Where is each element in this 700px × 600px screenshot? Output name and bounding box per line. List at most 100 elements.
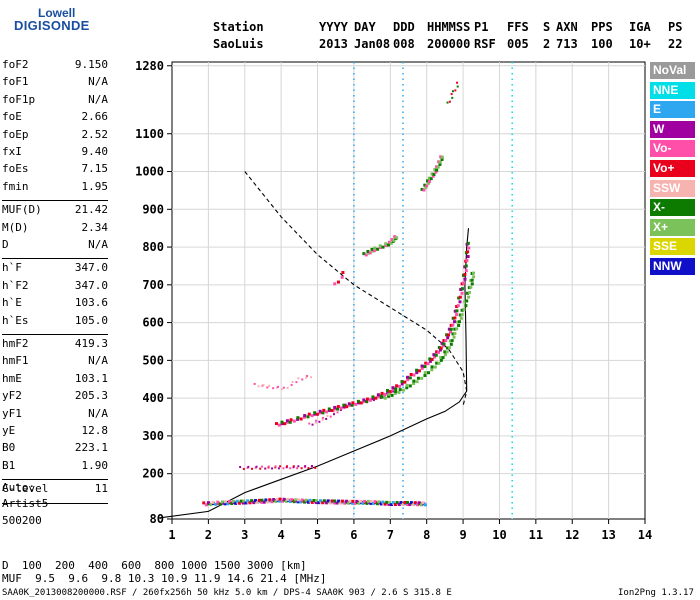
trace-upper2-dot bbox=[432, 172, 436, 176]
param-value: 11 bbox=[94, 482, 108, 496]
hdr-label-5: P1 bbox=[474, 20, 489, 34]
trace-es-dot bbox=[395, 501, 399, 505]
trace-f-dot bbox=[386, 390, 390, 394]
trace-scatter1-dot bbox=[301, 378, 304, 381]
trace-x-dot bbox=[469, 285, 473, 289]
trace-f-dot bbox=[462, 281, 466, 285]
trace-f-dot bbox=[465, 258, 469, 262]
trace-es-dot bbox=[262, 500, 266, 504]
trace-x-dot bbox=[405, 383, 409, 387]
trace-f-dot bbox=[356, 399, 360, 403]
trace-upper2-dot bbox=[426, 179, 430, 183]
trace-es-dot bbox=[379, 502, 383, 506]
trace-f-dot bbox=[306, 415, 310, 419]
legend-item-x: X- bbox=[650, 199, 695, 217]
trace-f-dot bbox=[433, 355, 437, 359]
trace-x-dot bbox=[472, 275, 476, 279]
trace-f-dot bbox=[345, 405, 349, 409]
trace-es-dot bbox=[391, 501, 395, 505]
trace-upper2-dot bbox=[436, 165, 440, 169]
param-row-fxi: fxI 9.40 bbox=[2, 145, 108, 158]
trace-scatter1-dot bbox=[286, 386, 289, 389]
trace-es-dot bbox=[242, 499, 246, 503]
trace-f-dot bbox=[415, 368, 419, 372]
trace-x-dot bbox=[459, 316, 463, 320]
trace-es-dot bbox=[204, 503, 208, 507]
trace-es-dot bbox=[227, 500, 231, 504]
trace-es-dot bbox=[409, 501, 413, 505]
trace-f-dot bbox=[292, 419, 296, 423]
param-value: 105.0 bbox=[74, 313, 108, 327]
param-separator bbox=[2, 502, 108, 504]
trace-f-dot bbox=[463, 273, 467, 277]
trace-es-dot bbox=[268, 498, 272, 502]
trace-scatter2-dot bbox=[333, 282, 337, 286]
x-tick-label: 11 bbox=[529, 528, 543, 542]
trace-es-dot bbox=[280, 499, 284, 503]
trace-f-dot bbox=[388, 390, 392, 394]
trace-es2-dot bbox=[310, 466, 313, 469]
trace-es-dot bbox=[332, 501, 336, 505]
trace-es-dot bbox=[257, 498, 261, 502]
param-value: 103.6 bbox=[74, 296, 108, 310]
trace-f-dot bbox=[400, 380, 404, 384]
trace-es-dot bbox=[315, 499, 319, 503]
trace-es2-dot bbox=[274, 466, 277, 469]
param-value: 9.150 bbox=[74, 58, 108, 71]
param-value: 1.95 bbox=[81, 179, 109, 193]
trace-es-dot bbox=[423, 503, 427, 507]
trace-es-dot bbox=[231, 499, 235, 503]
param-row-yf1: yF1 N/A bbox=[2, 407, 108, 420]
trace-f-dot bbox=[310, 414, 314, 418]
trace-f-dot bbox=[395, 384, 399, 388]
trace-es-dot bbox=[413, 501, 417, 505]
trace-low-dot bbox=[339, 408, 342, 411]
param-key: h`F bbox=[2, 261, 22, 275]
trace-es-dot bbox=[264, 498, 268, 502]
legend-item-ssw: SSW bbox=[650, 179, 695, 197]
trace-x-dot bbox=[427, 371, 431, 375]
trace-f-dot bbox=[296, 416, 300, 420]
trace-f-dot bbox=[449, 327, 453, 331]
param-key: fmin bbox=[2, 179, 29, 193]
trace-f-dot bbox=[374, 396, 378, 400]
param-row-fof1p: foF1p N/A bbox=[2, 93, 108, 106]
trace-es-dot bbox=[272, 498, 276, 502]
trace-upper3-dot bbox=[451, 96, 454, 99]
trace-f-dot bbox=[377, 394, 381, 398]
trace-x-dot bbox=[415, 380, 419, 384]
trace-low-dot bbox=[329, 415, 332, 418]
trace-x-dot bbox=[467, 290, 471, 294]
param-separator bbox=[2, 200, 108, 202]
param-key: yE bbox=[2, 424, 16, 437]
trace-upper3-dot bbox=[454, 89, 457, 92]
param-separator bbox=[2, 258, 108, 260]
trace-es-dot bbox=[347, 501, 351, 505]
param-key: foEs bbox=[2, 162, 29, 176]
trace-upper1-dot bbox=[381, 245, 385, 249]
footer-version: Ion2Png 1.3.17 bbox=[618, 588, 694, 598]
trace-es-dot bbox=[296, 498, 300, 502]
trace-es-dot bbox=[238, 501, 242, 505]
trace-x-dot bbox=[455, 327, 459, 331]
param-row-hmf2: hmF2 419.3 bbox=[2, 337, 108, 350]
trace-x-dot bbox=[464, 304, 468, 308]
trace-x-dot bbox=[465, 299, 469, 303]
trace-es-dot bbox=[416, 503, 420, 507]
trace-es-dot bbox=[369, 501, 373, 505]
param-row-foes: foEs 7.15 bbox=[2, 162, 108, 175]
x-tick-label: 12 bbox=[565, 528, 579, 542]
trace-scatter1-dot bbox=[266, 386, 269, 389]
trace-es-dot bbox=[312, 499, 316, 503]
hdr-value-5: RSF bbox=[474, 37, 496, 51]
x-tick-label: 1 bbox=[168, 528, 175, 542]
plot-frame bbox=[171, 61, 646, 520]
param-key: fxI bbox=[2, 145, 22, 158]
trace-f-dot bbox=[400, 382, 404, 386]
distance-row: D 100 200 400 600 800 1000 1500 3000 [km… bbox=[2, 559, 307, 572]
trace-es2-dot bbox=[267, 466, 270, 469]
trace-f-dot bbox=[391, 388, 395, 392]
trace-x-dot bbox=[390, 393, 394, 397]
param-row-hmf1: hmF1 N/A bbox=[2, 354, 108, 367]
trace-x-dot bbox=[453, 332, 457, 336]
